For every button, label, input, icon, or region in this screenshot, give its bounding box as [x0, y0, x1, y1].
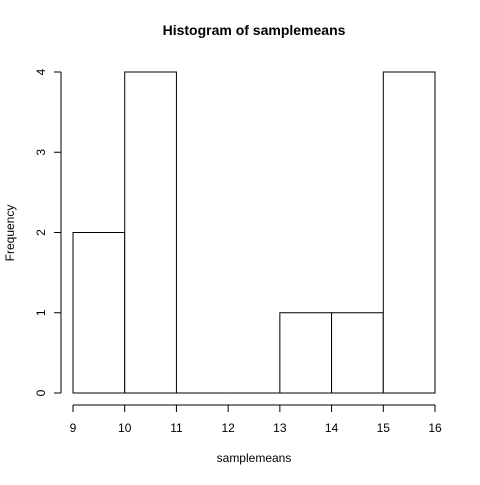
- histogram-bar-9-10: [72, 232, 126, 394]
- x-tick-label: 16: [428, 421, 442, 435]
- x-tick-label: 11: [170, 421, 183, 435]
- y-tick-label: 1: [34, 309, 48, 316]
- y-tick-label: 2: [34, 229, 48, 236]
- x-axis-label: samplemeans: [217, 451, 292, 465]
- x-tick-label: 15: [377, 421, 391, 435]
- histogram-bar-14-15: [331, 312, 384, 394]
- y-tick-label: 4: [34, 68, 48, 75]
- x-axis: 9 10 11 12 13 14 15 16: [70, 404, 442, 435]
- x-tick-label: 12: [221, 421, 235, 435]
- y-axis: 0 1 2 3 4: [34, 68, 62, 396]
- chart-title: Histogram of samplemeans: [163, 22, 346, 38]
- x-tick-label: 13: [273, 421, 287, 435]
- y-tick-label: 3: [34, 149, 48, 156]
- x-tick-label: 9: [70, 421, 77, 435]
- x-tick-label: 14: [325, 421, 339, 435]
- histogram-bar-10-11: [124, 71, 177, 394]
- y-tick-label: 0: [34, 389, 48, 396]
- bars-group: [72, 71, 436, 394]
- y-axis-label: Frequency: [3, 205, 17, 262]
- histogram-bar-13-14: [279, 312, 333, 394]
- x-tick-label: 10: [118, 421, 132, 435]
- histogram-bar-15-16: [382, 71, 436, 394]
